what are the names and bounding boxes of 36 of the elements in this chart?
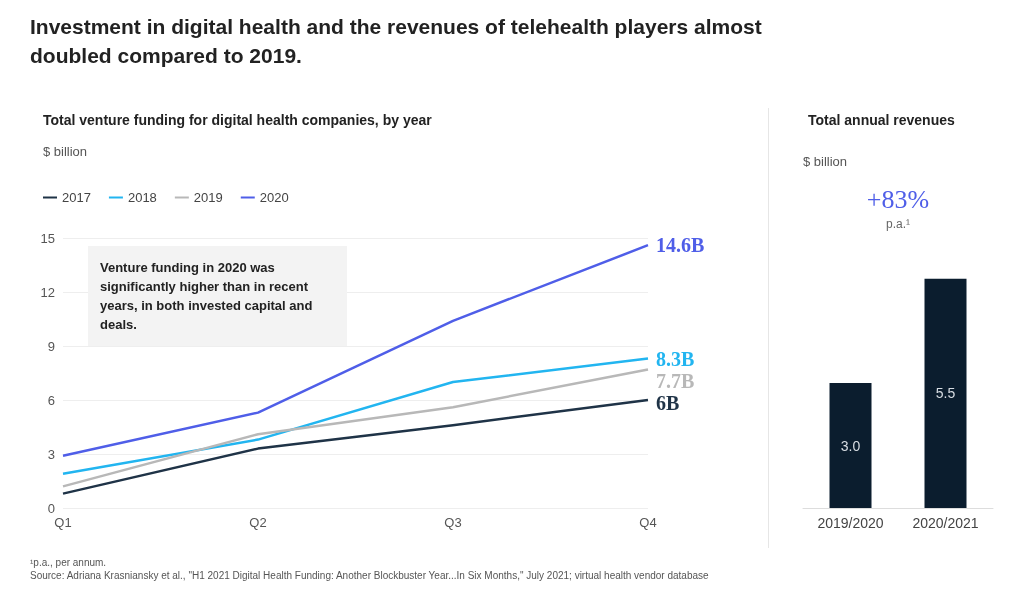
source-note: Source: Adriana Krasniansky et al., "H1 2021 Digital Health Funding: Another Blockbuster Year...In Six Months," July 2021; virtual health vendor database [30, 569, 710, 582]
x-tick-label: Q1 [54, 515, 72, 530]
text: +83% [866, 184, 930, 214]
legend-label: 2018 [127, 190, 157, 205]
x-tick-label: Q4 [639, 515, 657, 530]
text: ¹p.a., per annum. [30, 556, 108, 569]
chart-title: Total annual revenues [808, 112, 955, 128]
chart-title: Investment in digital health and the revenues of telehealth players almost doubled compared to 2019. [30, 14, 763, 69]
line-series [61, 398, 650, 495]
y-axis-title: $ billion [43, 144, 88, 159]
line-series [61, 368, 650, 488]
note-box: Venture funding in 2020 was significantly higher than in recent years, in both invested capital and deals. [88, 246, 347, 346]
data-label: 5.5 [935, 385, 956, 402]
x-tick-label: Q2 [249, 515, 267, 530]
line-series [61, 243, 650, 458]
x-tick-label: 2020/2021 [912, 515, 979, 531]
x-tick-label: 2019/2020 [817, 515, 884, 531]
y-tick-label: 6 [47, 392, 55, 408]
data-label: 14.6B [656, 234, 705, 257]
data-label: 7.7B [656, 369, 695, 392]
line-series [61, 357, 650, 476]
x-tick-label: Q3 [444, 515, 462, 530]
legend-label: 2019 [193, 190, 223, 205]
y-tick-label: 15 [40, 230, 55, 246]
legend-label: 2017 [62, 190, 91, 205]
text: p.a.¹ [885, 217, 911, 231]
y-tick-label: 12 [40, 284, 55, 300]
legend-label: 2020 [259, 190, 289, 205]
data-label: 3.0 [840, 437, 861, 454]
y-axis-title: $ billion [803, 154, 848, 169]
y-tick-label: 3 [47, 446, 55, 462]
data-label: 8.3B [656, 347, 695, 370]
y-tick-label: 9 [47, 338, 55, 354]
y-tick-label: 0 [47, 500, 55, 516]
data-label: 6B [656, 391, 680, 414]
chart-subtitle: Total venture funding for digital health companies, by year [43, 112, 433, 128]
